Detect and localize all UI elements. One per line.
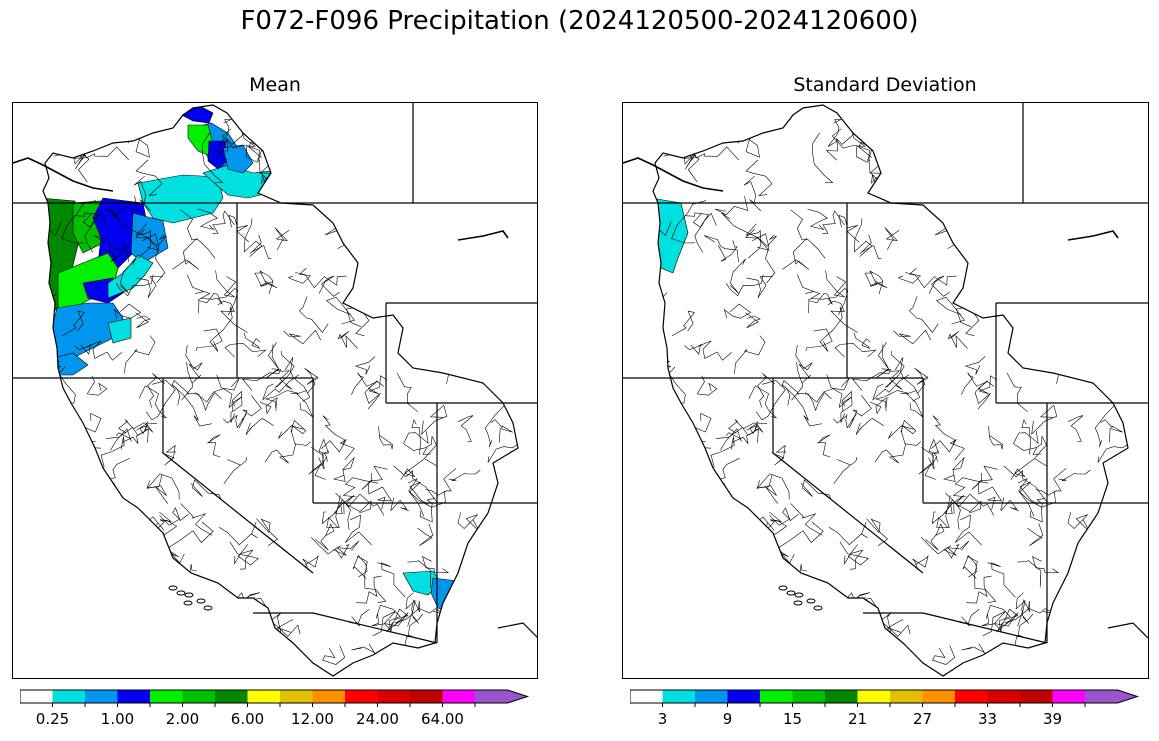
stdev-colorbar-swatch bbox=[1052, 690, 1085, 703]
stdev-colorbar-swatch bbox=[727, 690, 760, 703]
stdev-colorbar-swatch bbox=[825, 690, 858, 703]
stdev-island bbox=[786, 590, 796, 596]
mean-colorbar-label: 64.00 bbox=[421, 710, 464, 728]
stdev-colorbar-border bbox=[629, 689, 1140, 704]
stdev-coastline bbox=[623, 157, 724, 192]
mean-colorbar-swatch bbox=[312, 690, 345, 703]
mean-island bbox=[183, 600, 193, 606]
stdev-colorbar-label: 15 bbox=[782, 710, 803, 728]
mean-colorbar-swatch bbox=[410, 690, 443, 703]
mean-island bbox=[168, 585, 178, 591]
mean-colorbar-label: 0.25 bbox=[35, 710, 70, 728]
stdev-colorbar-svg bbox=[629, 689, 1140, 707]
stdev-colorbar-swatch bbox=[1085, 690, 1138, 703]
stdev-island bbox=[806, 598, 816, 604]
mean-coastline bbox=[13, 157, 114, 192]
stdev-colorbar-label: 9 bbox=[722, 710, 733, 728]
mean-map bbox=[12, 102, 538, 679]
mean-colorbar-swatch bbox=[280, 690, 313, 703]
stdev-colorbar-label: 21 bbox=[847, 710, 868, 728]
stdev-island bbox=[778, 585, 788, 591]
mean-shaded-basin bbox=[137, 174, 224, 224]
mean-colorbar-swatch bbox=[20, 690, 53, 703]
stdev-colorbar: 3 9 15 21 27 33 39 bbox=[629, 689, 1140, 734]
stdev-island bbox=[793, 600, 803, 606]
stdev-island bbox=[794, 592, 804, 598]
mean-colorbar-swatch bbox=[215, 690, 248, 703]
stdev-colorbar-label: 33 bbox=[977, 710, 998, 728]
stdev-colorbar-swatch bbox=[857, 690, 890, 703]
mean-state-border bbox=[312, 612, 438, 644]
stdev-map-svg bbox=[623, 103, 1148, 678]
stdev-state-border bbox=[1107, 622, 1148, 639]
stdev-colorbar-label: 3 bbox=[657, 710, 668, 728]
mean-colorbar-swatch bbox=[117, 690, 150, 703]
stdev-state-border bbox=[922, 612, 1048, 644]
mean-colorbar-label: 2.00 bbox=[165, 710, 200, 728]
mean-colorbar-swatch bbox=[182, 690, 215, 703]
mean-state-border bbox=[162, 452, 314, 574]
mean-region-outline bbox=[42, 104, 519, 677]
mean-colorbar: 0.25 1.00 2.00 6.00 12.00 24.00 64.00 bbox=[19, 689, 530, 734]
stdev-colorbar-swatch bbox=[760, 690, 793, 703]
stdev-state-border bbox=[772, 452, 924, 574]
mean-island bbox=[196, 598, 206, 604]
mean-coastline bbox=[457, 230, 509, 241]
mean-colorbar-svg bbox=[19, 689, 530, 707]
stdev-panel-title: Standard Deviation bbox=[793, 74, 977, 96]
mean-colorbar-label: 6.00 bbox=[230, 710, 265, 728]
mean-colorbar-swatch bbox=[247, 690, 280, 703]
stdev-colorbar-swatch bbox=[695, 690, 728, 703]
stdev-colorbar-swatch bbox=[955, 690, 988, 703]
mean-colorbar-swatch bbox=[150, 690, 183, 703]
mean-colorbar-label: 24.00 bbox=[356, 710, 399, 728]
stdev-colorbar-swatch bbox=[792, 690, 825, 703]
mean-map-svg bbox=[13, 103, 537, 678]
mean-island bbox=[184, 592, 194, 598]
stdev-region-outline bbox=[652, 104, 1129, 677]
mean-panel-title: Mean bbox=[249, 74, 301, 96]
mean-island bbox=[176, 590, 186, 596]
mean-colorbar-border bbox=[19, 689, 530, 704]
mean-colorbar-swatch bbox=[345, 690, 378, 703]
mean-colorbar-swatch bbox=[442, 690, 475, 703]
stdev-island bbox=[813, 605, 823, 611]
mean-colorbar-swatch bbox=[475, 690, 528, 703]
stdev-map bbox=[622, 102, 1149, 679]
stdev-colorbar-swatch bbox=[630, 690, 663, 703]
mean-colorbar-label: 1.00 bbox=[100, 710, 135, 728]
stdev-colorbar-swatch bbox=[987, 690, 1020, 703]
stdev-colorbar-swatch bbox=[1020, 690, 1053, 703]
stdev-colorbar-swatch bbox=[890, 690, 923, 703]
mean-colorbar-swatch bbox=[52, 690, 85, 703]
mean-shaded-basin bbox=[222, 144, 254, 174]
mean-state-border bbox=[497, 622, 537, 638]
stdev-colorbar-label: 27 bbox=[912, 710, 933, 728]
stdev-colorbar-swatch bbox=[922, 690, 955, 703]
stdev-coastline bbox=[1067, 230, 1119, 241]
stdev-colorbar-swatch bbox=[662, 690, 695, 703]
figure-title: F072-F096 Precipitation (2024120500-2024… bbox=[240, 6, 919, 36]
mean-colorbar-swatch bbox=[85, 690, 118, 703]
mean-colorbar-label: 12.00 bbox=[291, 710, 334, 728]
mean-colorbar-swatch bbox=[377, 690, 410, 703]
mean-island bbox=[203, 605, 213, 611]
mean-shaded-basin bbox=[107, 317, 132, 344]
stdev-colorbar-label: 39 bbox=[1042, 710, 1063, 728]
